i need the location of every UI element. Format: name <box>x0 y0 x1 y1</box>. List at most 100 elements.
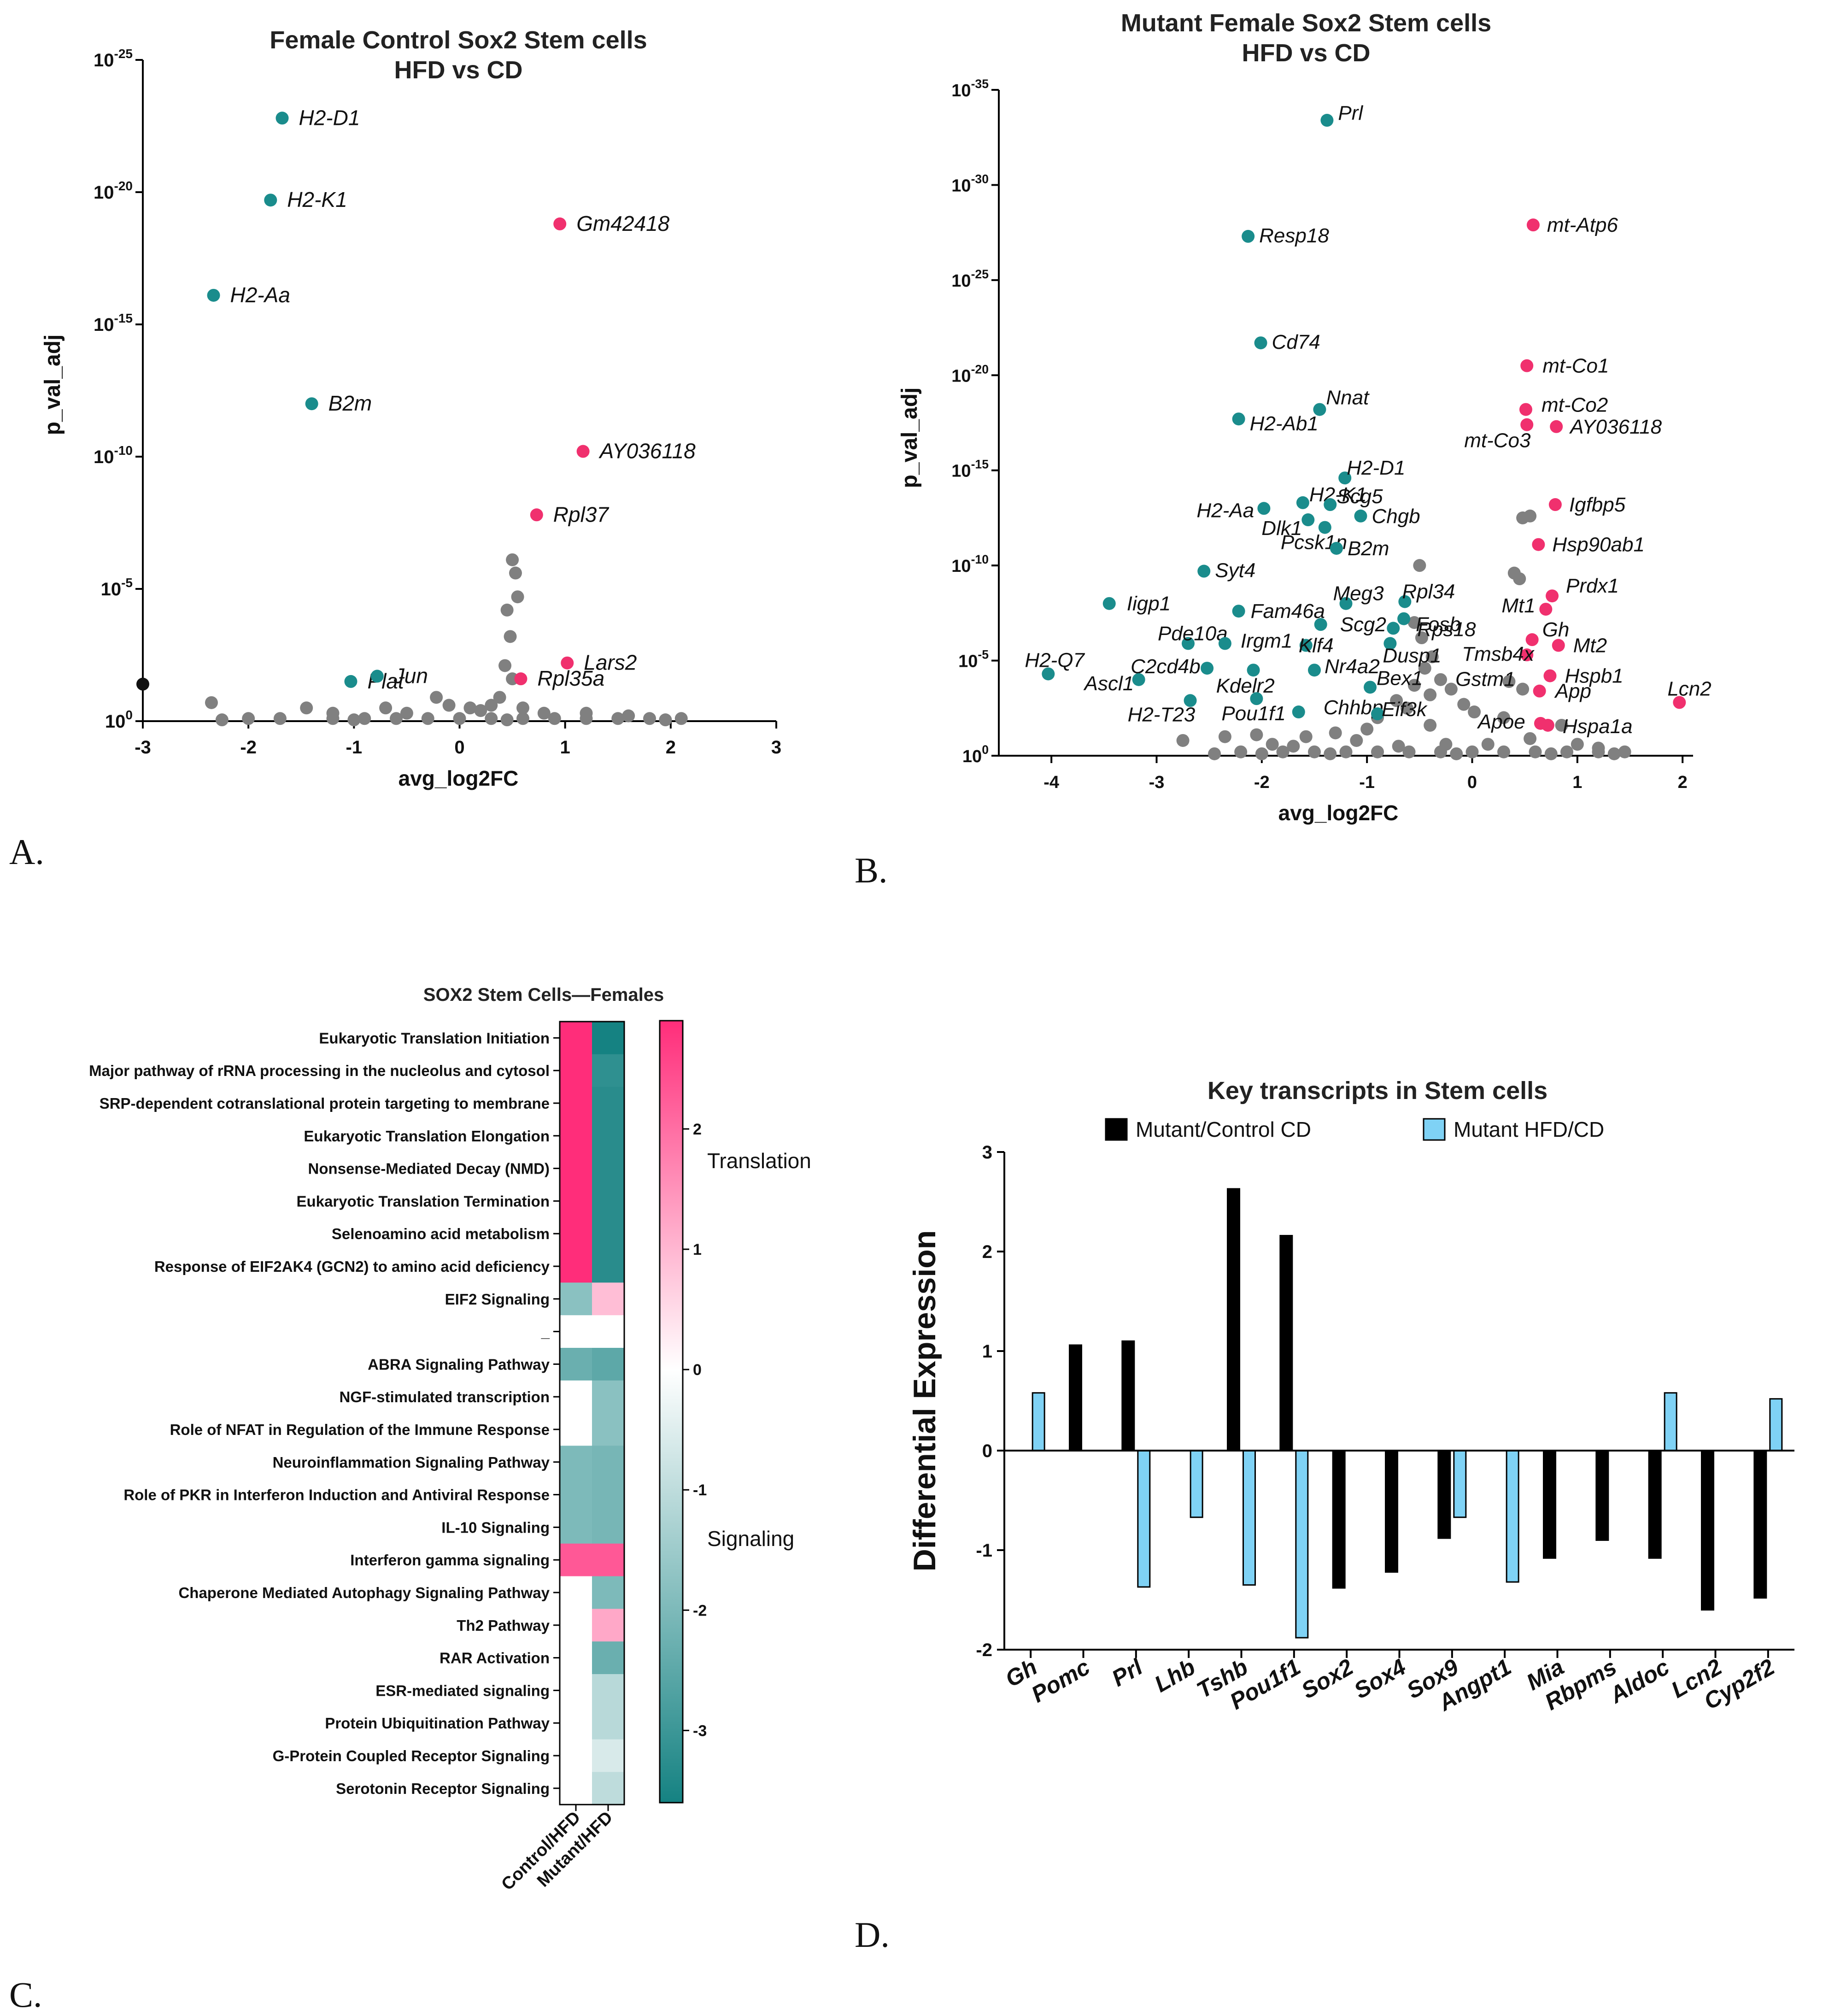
heatmap-cell-control-hfd <box>560 1119 592 1152</box>
panel-b-gene-label-iigp1: Iigp1 <box>1127 593 1171 615</box>
panel-b-point-h2-aa <box>1257 502 1271 515</box>
panel-a-point-black <box>136 677 149 691</box>
legend-swatch-mutant-hfd-cd <box>1423 1118 1446 1141</box>
panel-b-point-nonsig <box>1497 711 1510 724</box>
panel-b-point-nonsig <box>1524 732 1537 745</box>
panel-a-point-nonsig <box>506 553 519 566</box>
panel-b-gene-label-bex1: Bex1 <box>1377 667 1423 689</box>
bar-mutant-control-cd-pomc <box>1069 1344 1082 1452</box>
bar-mutant-control-cd-tshb <box>1227 1188 1240 1452</box>
panel-a-gene-label-rpl37: Rpl37 <box>553 502 610 526</box>
panel-label-a: A. <box>9 832 44 872</box>
panel-a-point-nonsig <box>474 704 487 717</box>
panel-a-point-nonsig <box>516 712 529 725</box>
panel-b-y-label: p_val_adj <box>897 388 922 488</box>
panel-b-point-rpl34 <box>1398 595 1412 608</box>
heatmap-cell-mutant-hfd <box>592 1250 624 1283</box>
panel-b-point-bex1 <box>1364 681 1377 694</box>
panel-b-gene-label-rpl34: Rpl34 <box>1402 581 1455 603</box>
panel-b-point-nonsig <box>1392 740 1405 753</box>
panel-a-point-nonsig <box>511 590 524 604</box>
panel-b-point-nonsig <box>1560 745 1573 758</box>
panel-b-point-kdelr2 <box>1247 664 1260 677</box>
panel-a-x-label: avg_log2FC <box>399 766 519 790</box>
panel-b-point-nonsig <box>1502 675 1516 688</box>
heatmap-cell-mutant-hfd <box>592 1022 624 1055</box>
panel-label-b: B. <box>855 850 888 890</box>
panel-b-point-nonsig <box>1618 745 1631 758</box>
panel-b-y-tick-label: 10-15 <box>951 458 989 481</box>
panel-b-point-nonsig <box>1329 726 1342 740</box>
panel-b-point-mt2 <box>1552 639 1565 652</box>
panel-d-x-label-aldoc: Aldoc <box>1605 1654 1674 1709</box>
panel-b-gene-label-pde10a: Pde10a <box>1158 622 1228 645</box>
panel-b-gene-label-nnat: Nnat <box>1326 387 1370 409</box>
heatmap-cell-control-hfd <box>560 1380 592 1414</box>
bar-mutant-control-cd-pou1f1 <box>1279 1234 1293 1452</box>
heatmap-cell-mutant-hfd <box>592 1185 624 1218</box>
heatmap-row-label: Major pathway of rRNA processing in the … <box>89 1062 550 1079</box>
panel-a-point-ay036118 <box>576 445 590 458</box>
legend-label-mutant-control-cd: Mutant/Control CD <box>1136 1117 1311 1141</box>
panel-a-point-nonsig <box>390 712 403 725</box>
panel-b-point-rps18 <box>1387 622 1400 635</box>
heatmap-cell-mutant-hfd <box>592 1054 624 1087</box>
panel-b-point-nonsig <box>1571 738 1584 751</box>
panel-b-point-h2-k1 <box>1296 496 1309 509</box>
colorbar-tick-label: -1 <box>693 1481 707 1499</box>
bar-mutant-hfd-cd-cyp2f2 <box>1769 1398 1783 1452</box>
panel-d-bar-chart: Key transcripts in Stem cells Mutant/Con… <box>907 1077 1794 1716</box>
panel-b-point-syt4 <box>1197 564 1211 578</box>
panel-a-gene-label-lars2: Lars2 <box>584 651 637 675</box>
panel-b-point-nonsig <box>1407 679 1421 692</box>
panel-a-point-jun <box>370 670 384 683</box>
heatmap-cell-control-hfd <box>560 1511 592 1544</box>
panel-a-volcano: Female Control Sox2 Stem cells HFD vs CD… <box>41 26 781 790</box>
panel-b-point-nonsig <box>1371 745 1384 758</box>
panel-d-x-label-sox2: Sox2 <box>1297 1654 1358 1704</box>
panel-b-y-tick-label: 10-30 <box>951 172 989 195</box>
panel-b-point-nonsig <box>1465 745 1479 758</box>
panel-b-y-tick-label: 10-25 <box>951 267 989 291</box>
panel-b-gene-label-h2-k1: H2-K1 <box>1309 483 1367 506</box>
panel-a-x-tick-label: 3 <box>771 737 781 758</box>
panel-a-y-tick-label: 10-5 <box>101 576 133 600</box>
panel-b-gene-label-h2-q7: H2-Q7 <box>1025 649 1085 671</box>
panel-a-gene-label-rpl35a: Rpl35a <box>537 666 604 690</box>
panel-b-point-app <box>1533 684 1546 698</box>
panel-b-point-nonsig <box>1287 740 1300 753</box>
panel-b-gene-label-chgb: Chgb <box>1372 505 1420 528</box>
panel-b-point-nonsig <box>1208 747 1221 760</box>
panel-b-gene-label-kdelr2: Kdelr2 <box>1216 675 1275 697</box>
bar-mutant-hfd-cd-aldoc <box>1664 1392 1677 1452</box>
panel-b-y-tick-label: 10-35 <box>951 77 989 100</box>
panel-b-point-nonsig <box>1481 738 1495 751</box>
panel-b-gene-label-b2m: B2m <box>1348 537 1389 560</box>
panel-a-gene-label-h2-k1: H2-K1 <box>287 188 347 212</box>
heatmap-row-label: Role of NFAT in Regulation of the Immune… <box>170 1421 550 1438</box>
heatmap-row-label: Interferon gamma signaling <box>350 1552 550 1569</box>
heatmap-row-label: EIF2 Signaling <box>445 1291 550 1308</box>
heatmap-cell-control-hfd <box>560 1054 592 1087</box>
panel-b-point-mt-atp6 <box>1526 218 1540 232</box>
panel-d-y-tick-label: 2 <box>982 1242 992 1262</box>
heatmap-cell-control-hfd <box>560 1641 592 1675</box>
panel-b-gene-label-syt4: Syt4 <box>1215 559 1255 582</box>
colorbar-tick-label: -2 <box>693 1602 707 1619</box>
panel-b-y-tick-label: 100 <box>962 743 989 766</box>
heatmap-cell-mutant-hfd <box>592 1217 624 1251</box>
panel-b-point-igfbp5 <box>1548 498 1562 511</box>
panel-b-gene-label-irgm1: Irgm1 <box>1241 629 1292 652</box>
heatmap-cell-control-hfd <box>560 1348 592 1381</box>
panel-a-point-nonsig <box>326 712 340 725</box>
panel-a-point-nonsig <box>273 712 287 725</box>
panel-b-point-nonsig <box>1324 747 1337 760</box>
panel-b-point-h2-t23 <box>1184 694 1197 707</box>
heatmap-row-label: Th2 Pathway <box>457 1617 550 1634</box>
panel-b-point-chgb <box>1354 509 1367 523</box>
heatmap-row-label: ABRA Signaling Pathway <box>368 1356 550 1373</box>
panel-b-gene-label-mt-co3: mt-Co3 <box>1464 429 1531 452</box>
heatmap-cell-control-hfd <box>560 1250 592 1283</box>
panel-a-point-nonsig <box>485 712 498 725</box>
